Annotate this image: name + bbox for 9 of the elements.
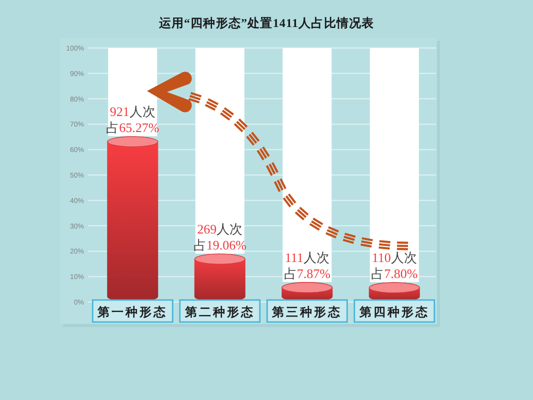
data-label: 269人次占19.06%	[193, 222, 247, 253]
x-tick-label: 第一种形态	[96, 305, 168, 319]
data-label: 111人次占7.87%	[284, 250, 331, 282]
data-label: 921人次占65.27%	[106, 104, 160, 136]
data-label: 110人次占7.80%	[371, 250, 418, 282]
x-tick-label: 第三种形态	[271, 305, 342, 319]
x-tick-label: 第二种形态	[184, 305, 255, 319]
chart-title: 运用“四种形态”处置1411人占比情况表	[158, 16, 375, 30]
x-tick-label: 第四种形态	[358, 305, 430, 319]
